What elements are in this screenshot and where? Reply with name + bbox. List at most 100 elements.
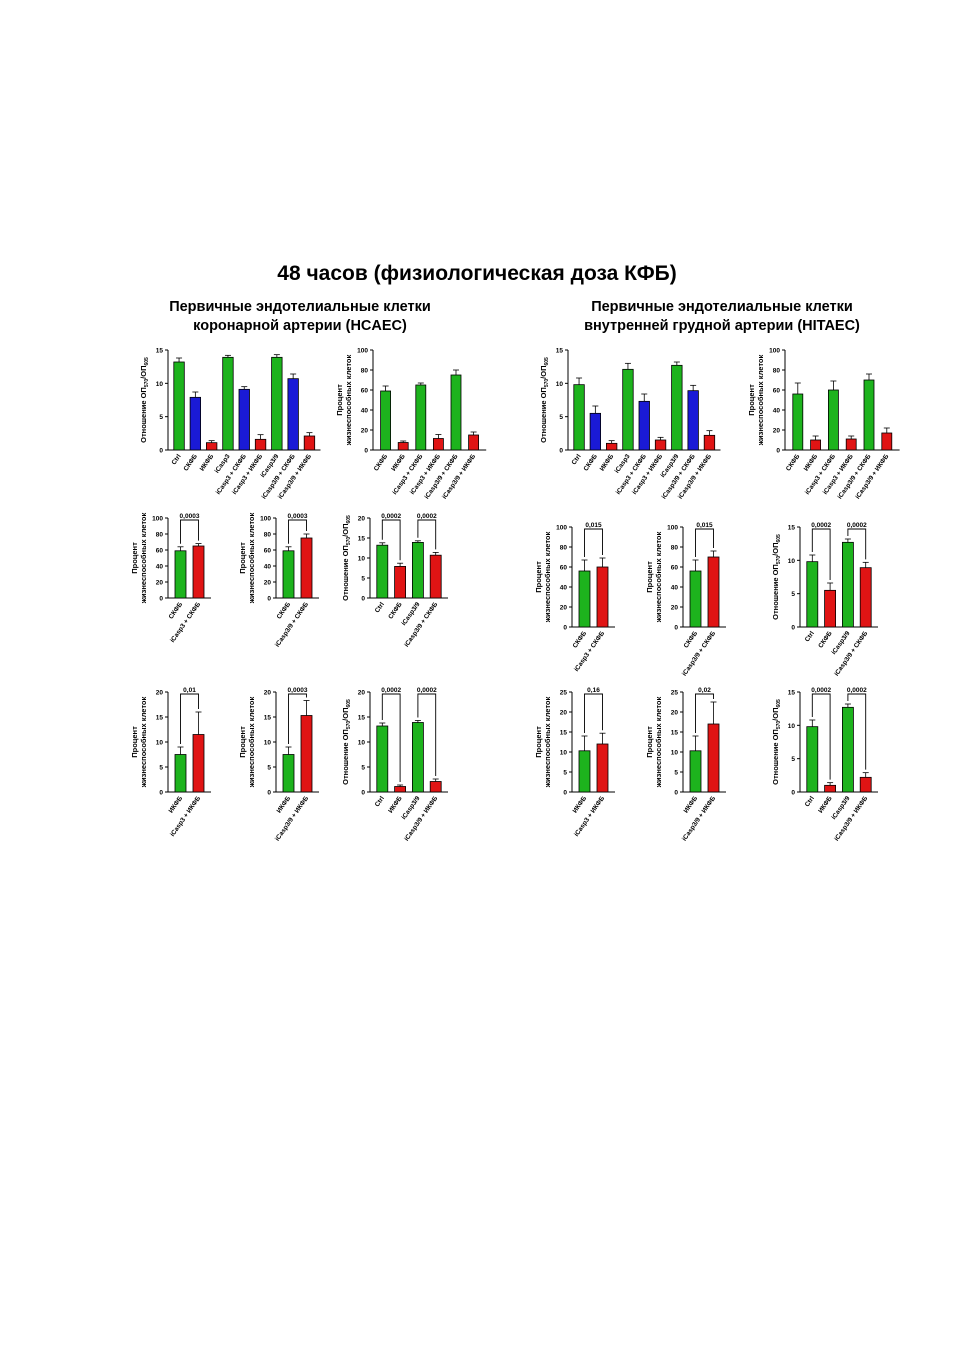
x-tick-label: Ctrl	[571, 453, 583, 466]
chart-12: 0 5 10 15 20 Процент жизнеспособных клеток ИКФБ…	[238, 687, 319, 842]
x-tick-label: ИКФБ	[572, 795, 589, 815]
y-tick-label: 80	[560, 545, 568, 552]
bar	[863, 379, 875, 451]
chart-14: 0 5 10 15 20 25 Процент жизнеспособных клеток ИК…	[534, 687, 615, 838]
y-tick-label: 20	[671, 605, 679, 612]
y-tick-label: 80	[264, 532, 272, 539]
bar	[432, 438, 444, 451]
bar	[606, 442, 618, 451]
y-tick-label: 20	[560, 605, 568, 612]
x-tick-label: СКФБ	[168, 601, 185, 621]
significance-bracket	[847, 693, 867, 770]
y-tick-label: 10	[358, 556, 366, 563]
bar	[300, 537, 313, 599]
significance-bracket	[811, 528, 831, 580]
y-tick-label: 5	[267, 765, 271, 772]
y-tick-label: 60	[671, 565, 679, 572]
y-tick-label: 10	[156, 740, 164, 747]
significance-bracket	[417, 519, 437, 550]
y-tick-label: 10	[156, 381, 164, 388]
x-tick-label: iCasp3/9 + ИКФБ	[854, 453, 890, 501]
y-tick-label: 15	[264, 715, 272, 722]
y-tick-label: 25	[560, 690, 568, 697]
bar	[859, 776, 872, 793]
x-tick-label: iCasp3/9 + ИКФБ	[441, 453, 477, 501]
bar	[828, 389, 839, 451]
x-tick-label: iCasp3/9 + СКФБ	[833, 630, 869, 678]
significance-bracket	[288, 693, 307, 744]
y-tick-label: 10	[264, 740, 272, 747]
y-tick-label: 25	[671, 690, 679, 697]
bar	[300, 715, 313, 793]
x-tick-label: iCasp3/9 + ИКФБ	[833, 795, 869, 843]
x-tick-label: Ctrl	[804, 795, 816, 808]
bar	[703, 434, 716, 451]
x-tick-label: iCasp3/9 + ИКФБ	[403, 795, 439, 843]
y-tick-label: 5	[563, 770, 567, 777]
x-tick-label: СКФБ	[817, 630, 834, 650]
y-axis-label: Отношение ОП570/ОП605	[539, 357, 550, 443]
x-tick-label: ИКФБ	[387, 795, 404, 815]
p-value-label: 0,0002	[811, 687, 831, 694]
y-tick-label: 0	[674, 790, 678, 797]
y-tick-label: 5	[159, 765, 163, 772]
chart-9: 0 20 40 60 80 100 Процент жизнеспособных клеток…	[645, 522, 726, 678]
y-tick-label: 0	[267, 596, 271, 603]
bar	[842, 706, 854, 793]
bar	[596, 743, 609, 793]
y-tick-label: 20	[264, 690, 272, 697]
bar	[282, 754, 295, 793]
bar	[192, 734, 205, 793]
y-tick-label: 10	[788, 723, 796, 730]
bar	[380, 390, 392, 451]
x-tick-label: ИКФБ	[683, 795, 700, 815]
y-axis-label: жизнеспособных клеток	[654, 697, 663, 789]
bar	[842, 541, 854, 628]
p-value-label: 0,0003	[288, 513, 308, 520]
y-tick-label: 20	[264, 580, 272, 587]
bar	[429, 554, 442, 599]
x-tick-label: СКФБ	[182, 453, 199, 473]
bar	[859, 567, 872, 628]
y-tick-label: 10	[556, 381, 564, 388]
bar	[303, 435, 316, 451]
bar	[707, 723, 720, 793]
y-tick-label: 15	[358, 536, 366, 543]
p-value-label: 0,015	[696, 522, 713, 529]
y-tick-label: 15	[788, 690, 796, 697]
p-value-label: 0,0002	[811, 522, 831, 529]
y-axis-label: Процент	[534, 726, 543, 758]
y-tick-label: 10	[671, 750, 679, 757]
y-tick-label: 15	[156, 715, 164, 722]
significance-bracket	[811, 693, 831, 780]
y-tick-label: 60	[560, 565, 568, 572]
x-tick-label: СКФБ	[582, 453, 599, 473]
y-tick-label: 100	[260, 516, 271, 523]
y-tick-label: 0	[791, 625, 795, 632]
bar	[578, 750, 591, 793]
y-tick-label: 0	[563, 625, 567, 632]
chart-16: 0 5 10 15 Отношение ОП570/ОП605 Ctrl ИКФБiCasp…	[771, 687, 878, 842]
y-tick-label: 0	[776, 448, 780, 455]
y-tick-label: 100	[556, 525, 567, 532]
chart-6: 0 20 40 60 80 100 Процент жизнеспособных клеток…	[238, 513, 319, 649]
y-tick-label: 15	[156, 348, 164, 355]
chart-4: 0 20 40 60 80 100 Процент жизнеспособных клеток…	[747, 348, 900, 501]
chart-5: 0 20 40 60 80 100 Процент жизнеспособных клеток…	[130, 513, 211, 644]
y-axis-label: Отношение ОП570/ОП605	[771, 699, 782, 785]
p-value-label: 0,0002	[417, 513, 437, 520]
bar	[222, 356, 234, 451]
x-tick-label: Ctrl	[804, 630, 816, 643]
bar	[806, 561, 819, 628]
bar	[687, 390, 699, 451]
y-axis-label: жизнеспособных клеток	[654, 532, 663, 624]
y-tick-label: 40	[560, 585, 568, 592]
bar	[654, 439, 667, 451]
y-tick-label: 20	[671, 710, 679, 717]
x-tick-label: iCasp3/9 + ИКФБ	[274, 795, 310, 843]
bar	[589, 412, 601, 451]
y-tick-label: 5	[361, 576, 365, 583]
y-tick-label: 0	[159, 448, 163, 455]
y-axis-label: жизнеспособных клеток	[543, 532, 552, 624]
